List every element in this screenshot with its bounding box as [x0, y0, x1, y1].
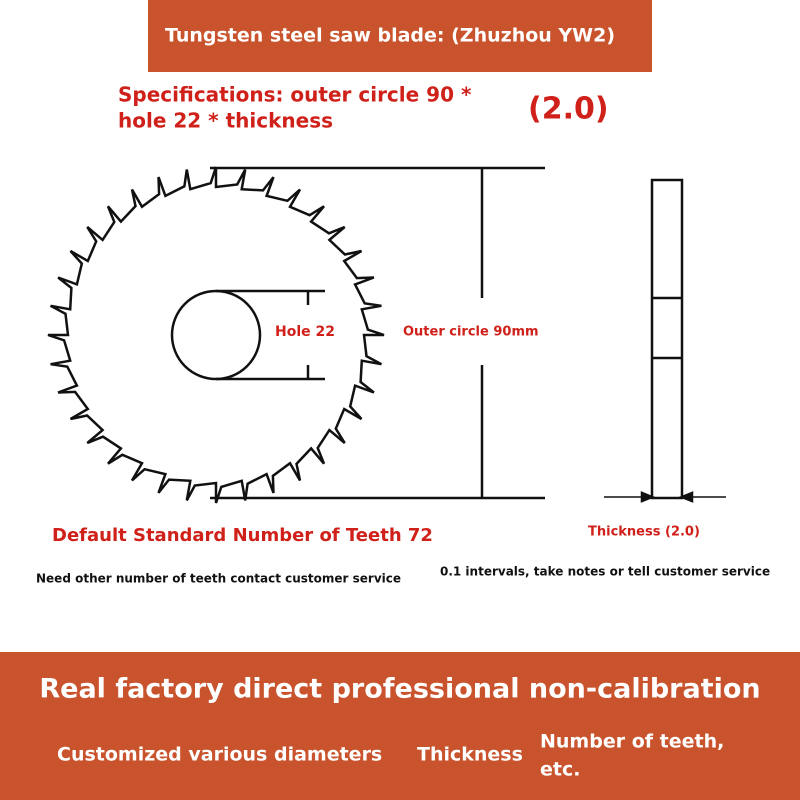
outer-dimension	[210, 166, 545, 500]
saw-blade	[47, 166, 385, 504]
footer-banner	[0, 652, 800, 800]
footer-headline: Real factory direct professional non-cal…	[39, 674, 760, 705]
footer-item: Customized various diameters	[57, 744, 382, 766]
hole	[170, 289, 262, 381]
outer-label: Outer circle 90mm	[403, 325, 539, 340]
footer-item: Number of teeth,	[540, 731, 724, 753]
side-view	[604, 178, 726, 503]
spec-thickness: (2.0)	[528, 92, 609, 127]
header-title: Tungsten steel saw blade: (Zhuzhou YW2)	[165, 25, 615, 47]
teeth-default: Default Standard Number of Teeth 72	[52, 525, 433, 546]
thickness-label: Thickness (2.0)	[588, 525, 700, 540]
hole-dimension	[216, 289, 325, 381]
thickness-intervals: 0.1 intervals, take notes or tell custom…	[440, 565, 770, 579]
footer-item: Thickness	[417, 744, 523, 766]
header-banner	[148, 0, 652, 72]
spec-line: hole 22 * thickness	[118, 109, 333, 133]
teeth-contact: Need other number of teeth contact custo…	[36, 572, 401, 586]
spec-line: Specifications: outer circle 90 *	[118, 83, 472, 107]
hole-label: Hole 22	[275, 324, 335, 340]
footer-item: etc.	[540, 759, 580, 781]
